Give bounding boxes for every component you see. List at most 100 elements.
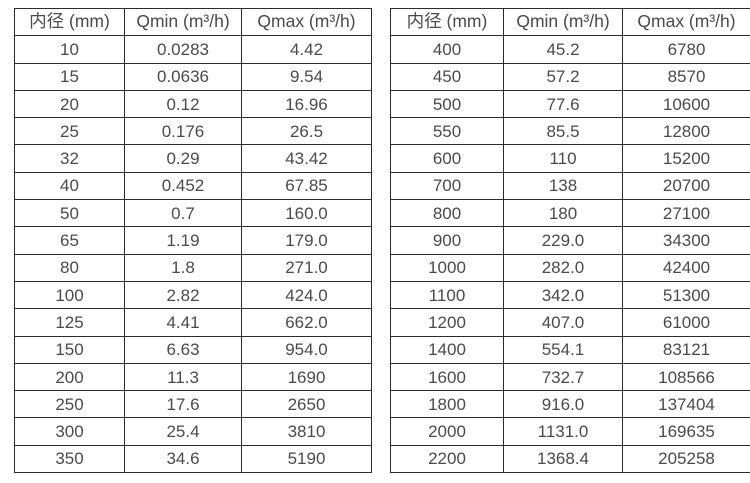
column-header-diameter: 内径 (mm) xyxy=(14,7,125,37)
qmin-cell: 1368.4 xyxy=(503,444,623,474)
qmax-cell: 12800 xyxy=(622,117,750,146)
qmin-cell: 138 xyxy=(503,171,623,201)
qmax-cell: 16.96 xyxy=(241,89,372,119)
qmax-cell: 8570 xyxy=(622,62,750,91)
qmin-cell: 4.41 xyxy=(124,308,242,337)
qmin-cell: 25.4 xyxy=(124,417,242,446)
table-row: 500 77.6 10600 xyxy=(390,89,750,119)
diameter-cell: 200 xyxy=(14,362,125,392)
table-row: 125 4.41 662.0 xyxy=(14,308,372,337)
qmin-cell: 45.2 xyxy=(503,35,623,64)
qmin-cell: 916.0 xyxy=(503,390,623,419)
diameter-cell: 15 xyxy=(14,62,125,91)
table-row: 300 25.4 3810 xyxy=(14,417,372,446)
qmax-cell: 2650 xyxy=(241,390,372,419)
diameter-cell: 65 xyxy=(14,226,125,255)
qmin-cell: 34.6 xyxy=(124,444,242,474)
qmin-cell: 57.2 xyxy=(503,62,623,91)
qmin-cell: 407.0 xyxy=(503,308,623,337)
table-row: 32 0.29 43.42 xyxy=(14,144,372,173)
diameter-cell: 400 xyxy=(390,35,504,64)
table-row: 40 0.452 67.85 xyxy=(14,171,372,201)
qmin-cell: 110 xyxy=(503,144,623,173)
qmin-cell: 85.5 xyxy=(503,117,623,146)
qmin-cell: 1.8 xyxy=(124,253,242,282)
table-row: 50 0.7 160.0 xyxy=(14,199,372,228)
diameter-cell: 100 xyxy=(14,280,125,310)
table-row: 600 110 15200 xyxy=(390,144,750,173)
qmax-cell: 4.42 xyxy=(241,35,372,64)
diameter-cell: 500 xyxy=(390,89,504,119)
qmin-cell: 554.1 xyxy=(503,335,623,364)
qmin-cell: 0.29 xyxy=(124,144,242,173)
table-row: 200 11.3 1690 xyxy=(14,362,372,392)
qmax-cell: 137404 xyxy=(622,390,750,419)
qmin-cell: 229.0 xyxy=(503,226,623,255)
table-row: 250 17.6 2650 xyxy=(14,390,372,419)
diameter-cell: 1200 xyxy=(390,308,504,337)
diameter-cell: 25 xyxy=(14,117,125,146)
table-row: 1100 342.0 51300 xyxy=(390,280,750,310)
diameter-cell: 125 xyxy=(14,308,125,337)
table-row: 700 138 20700 xyxy=(390,171,750,201)
qmax-cell: 160.0 xyxy=(241,199,372,228)
qmax-cell: 15200 xyxy=(622,144,750,173)
qmax-cell: 27100 xyxy=(622,199,750,228)
diameter-cell: 1800 xyxy=(390,390,504,419)
diameter-cell: 150 xyxy=(14,335,125,364)
diameter-cell: 80 xyxy=(14,253,125,282)
table-row: 350 34.6 5190 xyxy=(14,444,372,474)
column-header-qmin: Qmin (m³/h) xyxy=(124,7,242,37)
table-row: 100 2.82 424.0 xyxy=(14,280,372,310)
column-header-qmin: Qmin (m³/h) xyxy=(503,7,623,37)
qmax-cell: 5190 xyxy=(241,444,372,474)
diameter-cell: 550 xyxy=(390,117,504,146)
qmax-cell: 42400 xyxy=(622,253,750,282)
qmin-cell: 0.12 xyxy=(124,89,242,119)
diameter-cell: 1600 xyxy=(390,362,504,392)
qmin-cell: 0.7 xyxy=(124,199,242,228)
diameter-cell: 50 xyxy=(14,199,125,228)
flow-rate-table-right: 内径 (mm) Qmin (m³/h) Qmax (m³/h) 400 45.2 6780… xyxy=(390,7,750,474)
table-row: 1200 407.0 61000 xyxy=(390,308,750,337)
qmin-cell: 342.0 xyxy=(503,280,623,310)
qmax-cell: 34300 xyxy=(622,226,750,255)
qmax-cell: 205258 xyxy=(622,444,750,474)
qmax-cell: 424.0 xyxy=(241,280,372,310)
table-row: 150 6.63 954.0 xyxy=(14,335,372,364)
qmax-cell: 662.0 xyxy=(241,308,372,337)
qmax-cell: 83121 xyxy=(622,335,750,364)
qmax-cell: 108566 xyxy=(622,362,750,392)
qmin-cell: 0.0636 xyxy=(124,62,242,91)
diameter-cell: 1000 xyxy=(390,253,504,282)
qmax-cell: 169635 xyxy=(622,417,750,446)
diameter-cell: 1100 xyxy=(390,280,504,310)
diameter-cell: 40 xyxy=(14,171,125,201)
diameter-cell: 2200 xyxy=(390,444,504,474)
qmin-cell: 11.3 xyxy=(124,362,242,392)
column-header-diameter: 内径 (mm) xyxy=(390,7,504,37)
qmin-cell: 17.6 xyxy=(124,390,242,419)
diameter-cell: 350 xyxy=(14,444,125,474)
diameter-cell: 300 xyxy=(14,417,125,446)
table-row: 2200 1368.4 205258 xyxy=(390,444,750,474)
table-row: 800 180 27100 xyxy=(390,199,750,228)
diameter-cell: 20 xyxy=(14,89,125,119)
qmax-cell: 26.5 xyxy=(241,117,372,146)
qmin-cell: 6.63 xyxy=(124,335,242,364)
table-row: 1000 282.0 42400 xyxy=(390,253,750,282)
header-row: 内径 (mm) Qmin (m³/h) Qmax (m³/h) xyxy=(390,7,750,37)
qmax-cell: 67.85 xyxy=(241,171,372,201)
diameter-cell: 600 xyxy=(390,144,504,173)
column-header-qmax: Qmax (m³/h) xyxy=(622,7,750,37)
qmax-cell: 1690 xyxy=(241,362,372,392)
diameter-cell: 1400 xyxy=(390,335,504,364)
table-row: 1600 732.7 108566 xyxy=(390,362,750,392)
diameter-cell: 800 xyxy=(390,199,504,228)
diameter-cell: 450 xyxy=(390,62,504,91)
qmax-cell: 43.42 xyxy=(241,144,372,173)
qmax-cell: 20700 xyxy=(622,171,750,201)
qmin-cell: 732.7 xyxy=(503,362,623,392)
header-row: 内径 (mm) Qmin (m³/h) Qmax (m³/h) xyxy=(14,7,372,37)
diameter-cell: 2000 xyxy=(390,417,504,446)
